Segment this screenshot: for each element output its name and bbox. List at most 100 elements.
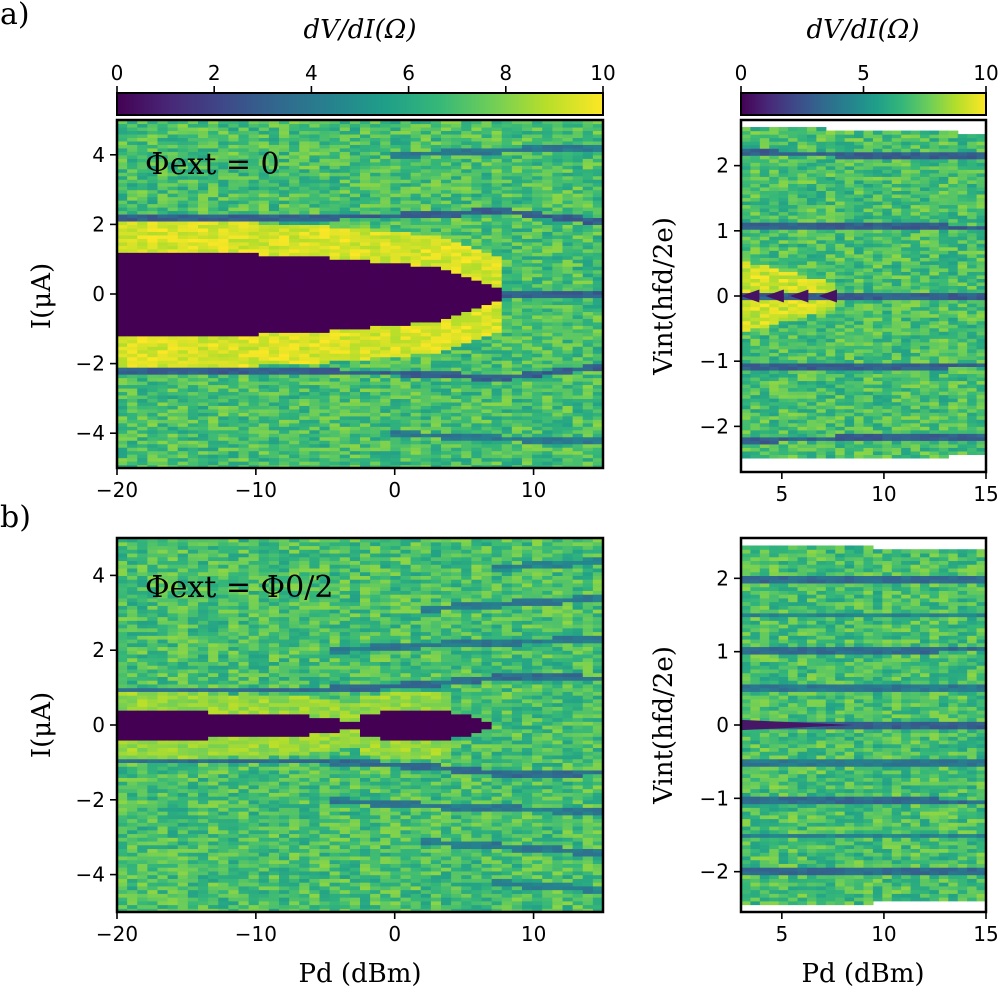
- heatmap-cell: [360, 321, 371, 326]
- heatmap-cell: [741, 391, 752, 396]
- heatmap-cell: [481, 394, 493, 399]
- heatmap-cell: [501, 363, 513, 368]
- x-tick-label: 0: [388, 478, 401, 502]
- heatmap-cell: [481, 314, 493, 319]
- heatmap-cell: [380, 245, 391, 250]
- heatmap-cell: [279, 186, 290, 191]
- heatmap-cell: [289, 377, 300, 382]
- heatmap-cell: [430, 172, 442, 177]
- heatmap-cell: [360, 189, 371, 194]
- heatmap-cell: [750, 274, 761, 279]
- heatmap-cell: [289, 287, 300, 292]
- heatmap-cell: [268, 259, 280, 264]
- heatmap-cell: [481, 220, 493, 225]
- heatmap-cell: [511, 346, 523, 351]
- heatmap-cell: [228, 311, 240, 316]
- heatmap-cell: [228, 144, 240, 149]
- heatmap-cell: [238, 346, 250, 351]
- heatmap-cell: [117, 147, 128, 152]
- heatmap-cell: [390, 252, 402, 257]
- heatmap-cell: [248, 203, 260, 208]
- heatmap-cell: [562, 321, 574, 326]
- heatmap-cell: [572, 415, 584, 420]
- heatmap-cell: [349, 367, 361, 372]
- heatmap-cell: [511, 394, 523, 399]
- heatmap-cell: [218, 346, 229, 351]
- heatmap-cell: [268, 207, 280, 212]
- heatmap-cell: [441, 123, 452, 128]
- heatmap-cell: [522, 290, 533, 295]
- heatmap-cell: [370, 419, 381, 424]
- heatmap-cell: [137, 300, 148, 306]
- heatmap-cell: [319, 196, 331, 201]
- heatmap-cell: [441, 252, 452, 257]
- heatmap-cell: [522, 140, 533, 145]
- heatmap-cell: [258, 290, 270, 295]
- heatmap-cell: [741, 215, 752, 220]
- heatmap-cell: [248, 450, 260, 455]
- heatmap-cell: [309, 394, 321, 399]
- heatmap-cell: [319, 207, 331, 212]
- heatmap-cell: [137, 401, 148, 406]
- heatmap-cell: [349, 161, 361, 166]
- heatmap-cell: [552, 304, 564, 309]
- heatmap-cell: [127, 394, 138, 399]
- heatmap-cell: [117, 280, 128, 285]
- heatmap-cell: [117, 151, 128, 156]
- heatmap-cell: [198, 147, 209, 152]
- heatmap-cell: [329, 231, 341, 236]
- heatmap-cell: [481, 193, 493, 198]
- heatmap-cell: [380, 447, 391, 452]
- heatmap-cell: [400, 314, 412, 319]
- x-tick-label: −10: [235, 478, 277, 502]
- heatmap-cell: [592, 461, 603, 466]
- heatmap-cell: [522, 207, 533, 212]
- heatmap-cell: [511, 220, 523, 225]
- heatmap-cell: [198, 259, 209, 264]
- heatmap-cell: [198, 454, 209, 459]
- heatmap-cell: [441, 318, 452, 323]
- heatmap-cell: [471, 231, 483, 236]
- heatmap-cell: [349, 224, 361, 229]
- heatmap-cell: [430, 440, 442, 445]
- heatmap-cell: [187, 231, 199, 236]
- heatmap-cell: [360, 454, 371, 459]
- heatmap-cell: [208, 363, 219, 368]
- heatmap-cell: [167, 158, 179, 163]
- heatmap-cell: [360, 165, 371, 170]
- heatmap-cell: [339, 186, 351, 191]
- heatmap-cell: [582, 172, 594, 177]
- heatmap-cell: [400, 408, 412, 413]
- heatmap-cell: [339, 161, 351, 166]
- heatmap-cell: [198, 422, 209, 427]
- heatmap-cell: [187, 370, 199, 375]
- heatmap-cell: [511, 200, 523, 205]
- heatmap-cell: [349, 168, 361, 173]
- heatmap-cell: [289, 415, 300, 420]
- heatmap-cell: [491, 200, 503, 205]
- heatmap-cell: [117, 123, 128, 128]
- heatmap-cell: [451, 419, 462, 424]
- heatmap-cell: [218, 381, 229, 386]
- heatmap-cell: [410, 287, 422, 292]
- heatmap-cell: [420, 370, 432, 375]
- heatmap-cell: [430, 314, 442, 319]
- heatmap-cell: [218, 266, 229, 271]
- heatmap-cell: [532, 203, 543, 208]
- heatmap-cell: [329, 297, 341, 302]
- heatmap-cell: [167, 415, 179, 420]
- heatmap-cell: [127, 245, 138, 250]
- heatmap-cell: [370, 224, 381, 229]
- heatmap-cell: [430, 321, 442, 326]
- heatmap-cell: [268, 255, 280, 260]
- heatmap-cell: [319, 311, 331, 316]
- heatmap-cell: [127, 342, 138, 347]
- heatmap-cell: [127, 189, 138, 194]
- heatmap-cell: [741, 408, 752, 413]
- heatmap-cell: [441, 140, 452, 145]
- heatmap-cell: [228, 391, 240, 396]
- heatmap-cell: [360, 419, 371, 424]
- heatmap-cell: [522, 280, 533, 285]
- heatmap-cell: [299, 217, 310, 222]
- heatmap-cell: [289, 224, 300, 229]
